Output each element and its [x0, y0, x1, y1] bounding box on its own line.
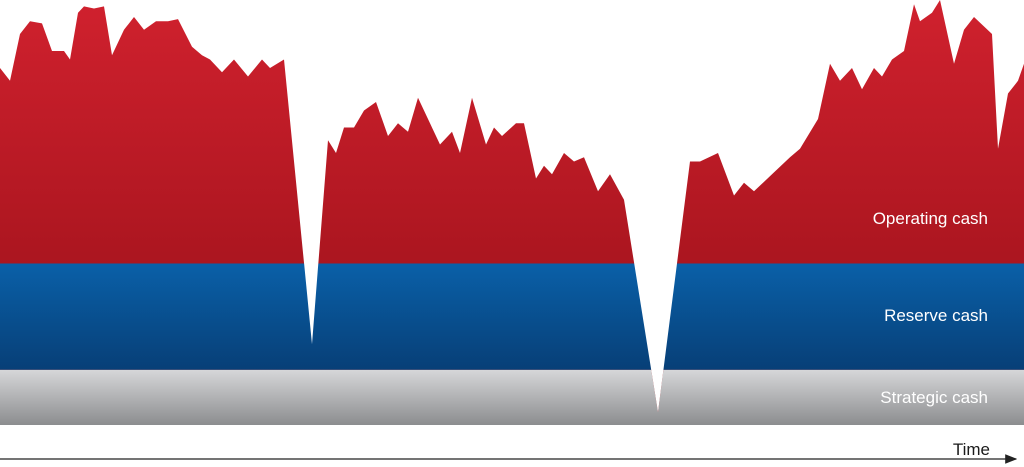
reserve-cash-dips	[304, 263, 677, 413]
time-axis-label: Time	[953, 440, 990, 459]
reserve-cash-band	[0, 263, 1024, 370]
reserve-cash-label: Reserve cash	[884, 306, 988, 325]
strategic-cash-band	[0, 369, 1024, 425]
operating-cash-label: Operating cash	[873, 209, 988, 228]
strategic-cash-label: Strategic cash	[880, 388, 988, 407]
